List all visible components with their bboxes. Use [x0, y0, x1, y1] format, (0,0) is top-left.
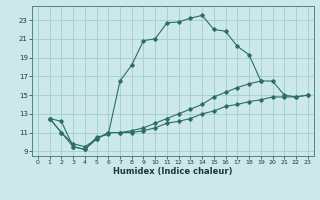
X-axis label: Humidex (Indice chaleur): Humidex (Indice chaleur)	[113, 167, 233, 176]
